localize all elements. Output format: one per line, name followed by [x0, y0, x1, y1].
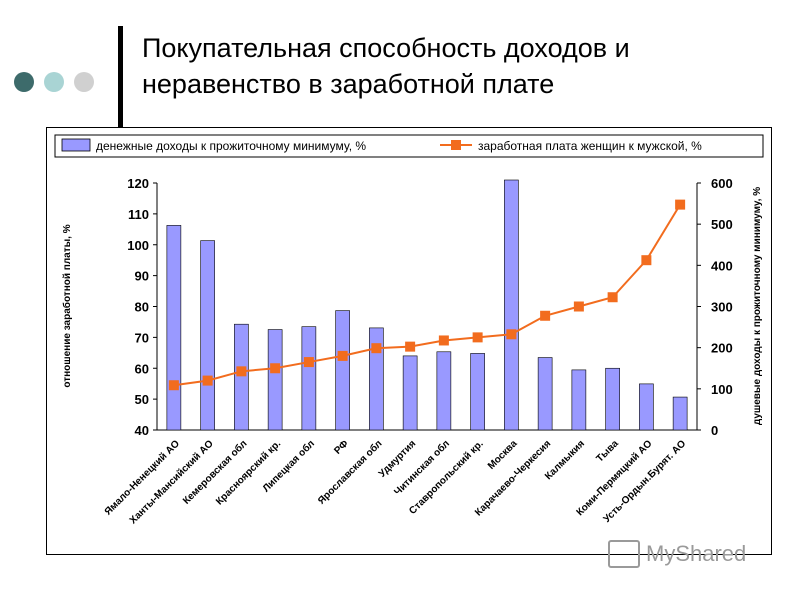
x-tick-label: Тыва	[595, 438, 622, 465]
right-axis-title: душевые доходы к прожиточному минимуму, …	[752, 187, 763, 425]
line-point	[641, 255, 652, 266]
bar	[672, 396, 688, 431]
legend-box	[54, 134, 764, 158]
right-axis-tick-label: 500	[711, 217, 733, 232]
left-axis-tick-label: 110	[128, 207, 149, 222]
left-axis-title: отношение заработной платы, %	[61, 224, 73, 387]
line-point	[540, 310, 551, 321]
line-point	[168, 380, 179, 391]
line-point	[337, 350, 348, 361]
slide-title-line-1: Покупательная способность доходов и	[142, 33, 630, 63]
left-axis-tick-label: 60	[135, 361, 149, 376]
bar	[639, 383, 654, 431]
left-axis-tick-label: 40	[135, 423, 149, 438]
right-axis-tick-label: 400	[711, 258, 733, 273]
line-series	[173, 204, 681, 387]
right-axis-tick-label: 300	[711, 300, 733, 315]
left-axis-tick-label: 80	[135, 300, 149, 315]
line-point	[675, 199, 686, 210]
x-tick-label: РФ	[332, 438, 351, 457]
watermark: MyShared	[608, 540, 746, 568]
x-tick-label: Кемеровская обл	[180, 438, 249, 507]
line-point	[472, 332, 483, 343]
presentation-icon	[608, 540, 640, 568]
bar	[605, 367, 620, 431]
line-point	[236, 366, 247, 377]
line-point	[607, 292, 618, 303]
line-point	[438, 335, 449, 346]
decorative-dots	[14, 72, 94, 92]
x-tick-label: Красноярский кр.	[214, 438, 283, 507]
line-point	[202, 375, 213, 386]
left-axis-tick-label: 70	[135, 330, 149, 345]
left-axis-tick-label: 120	[127, 176, 149, 191]
watermark-text: MyShared	[646, 541, 747, 566]
right-axis-tick-label: 200	[711, 341, 733, 356]
bar	[571, 369, 587, 431]
bar	[234, 323, 249, 431]
legend-line-label: заработная плата женщин к мужской, %	[478, 139, 702, 153]
line-point	[405, 341, 416, 352]
left-axis-tick-label: 50	[135, 392, 149, 407]
dot-2	[44, 72, 64, 92]
bar	[335, 310, 350, 431]
line-point	[573, 301, 584, 312]
slide-title-line-2: неравенство в заработной плате	[142, 69, 555, 99]
legend-bar-label: денежные доходы к прожиточному минимуму,…	[96, 139, 366, 153]
dot-3	[74, 72, 94, 92]
legend-line-marker	[451, 140, 461, 150]
bar	[402, 355, 418, 431]
bar	[369, 327, 384, 431]
title-divider	[118, 26, 123, 128]
left-axis-tick-label: 100	[127, 238, 149, 253]
bar	[436, 351, 452, 431]
right-axis-tick-label: 0	[711, 423, 718, 438]
right-axis-tick-label: 600	[711, 176, 733, 191]
left-axis-tick-label: 90	[135, 269, 149, 284]
x-tick-label: Москва	[486, 438, 520, 472]
x-tick-label: Читинская обл	[392, 438, 452, 498]
legend-bar-swatch	[61, 138, 91, 152]
slide-title: Покупательная способность доходов и нера…	[142, 30, 762, 102]
bar	[301, 326, 317, 431]
bar	[200, 240, 215, 431]
line-point	[270, 363, 281, 374]
line-point	[506, 329, 517, 340]
x-tick-label: Ярославская обл	[315, 438, 384, 507]
right-axis-tick-label: 100	[711, 382, 733, 397]
line-point	[371, 343, 382, 354]
bar	[166, 225, 182, 431]
dot-1	[14, 72, 34, 92]
bar	[470, 353, 485, 431]
bar	[504, 179, 519, 431]
line-point	[303, 357, 314, 368]
bar	[537, 357, 553, 431]
bar	[267, 329, 283, 431]
